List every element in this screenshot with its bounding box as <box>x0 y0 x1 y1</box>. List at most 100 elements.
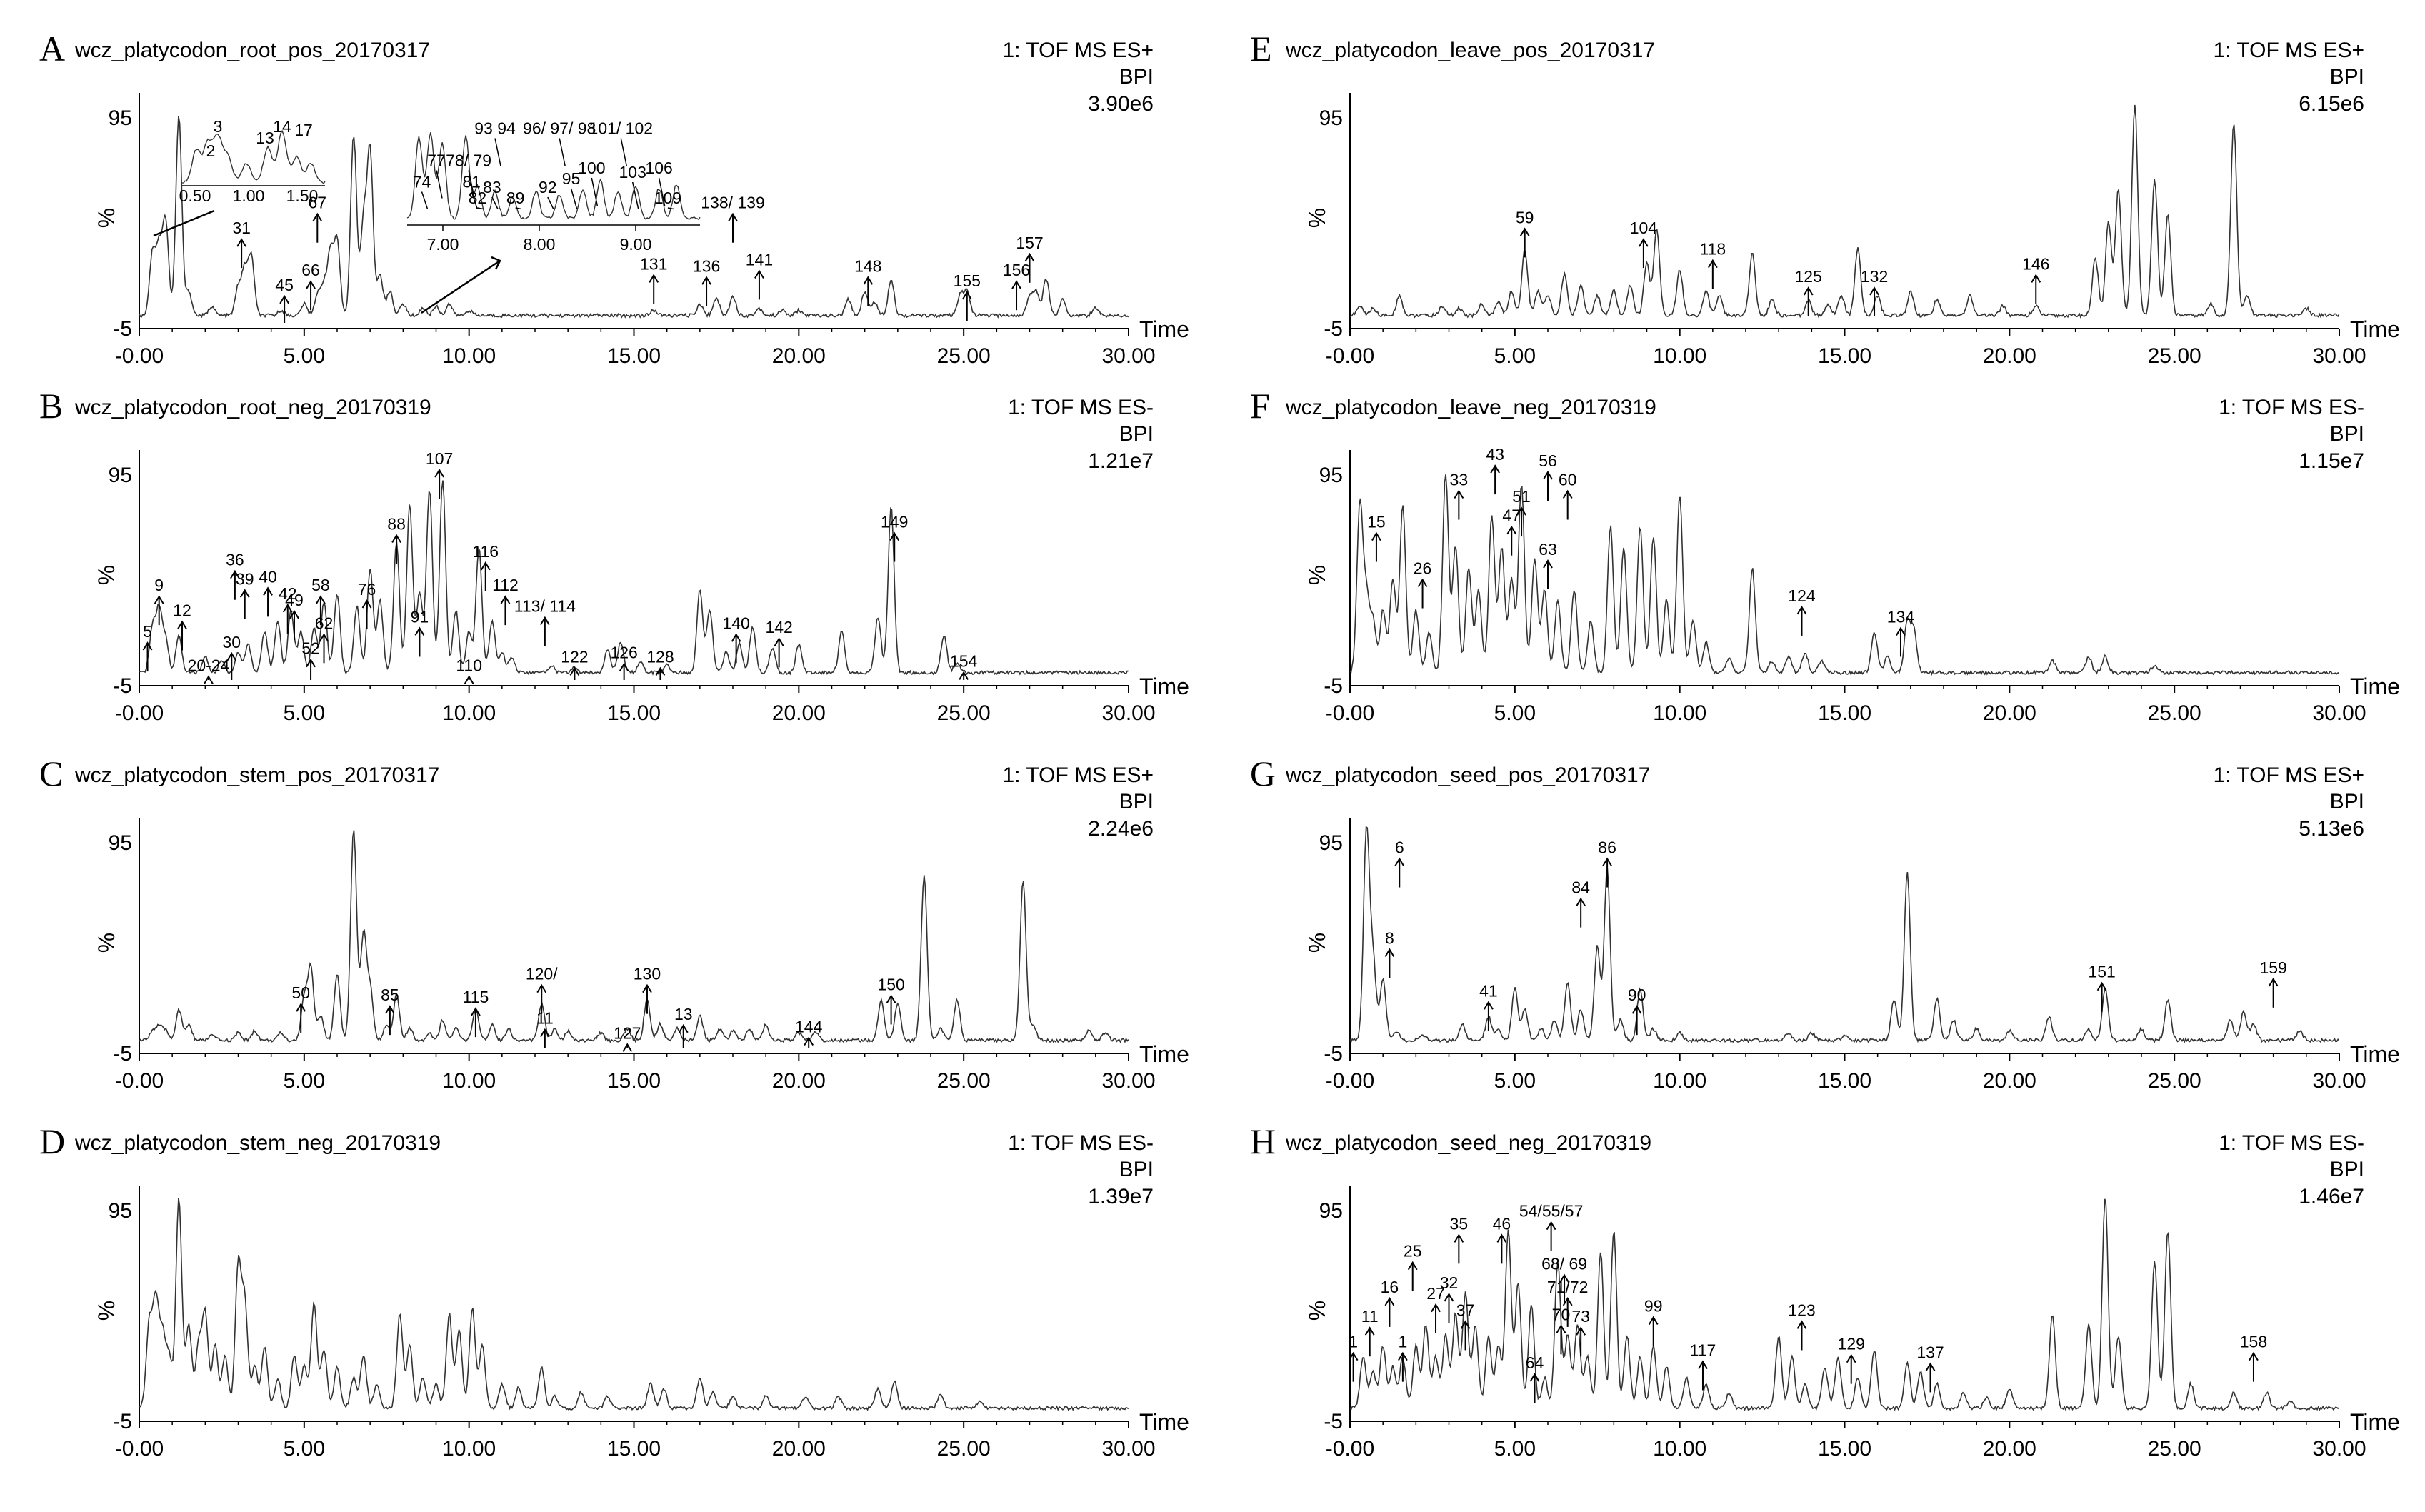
y-axis-label: % <box>1304 565 1330 585</box>
inset-arrow <box>547 196 554 209</box>
peak-arrowhead <box>361 599 372 609</box>
x-tick-label: 25.00 <box>2148 1069 2201 1093</box>
peak-arrowhead <box>142 641 153 651</box>
chromatogram-trace <box>139 830 1129 1043</box>
x-tick-label: 30.00 <box>1101 344 1155 368</box>
inset-peak-label: 96/ 97/ 98 <box>523 119 596 138</box>
peak-label: 56 <box>1539 451 1557 470</box>
mini-inset-tick-label: 1.00 <box>233 186 265 205</box>
intensity-scale: 5.13e6 <box>2299 817 2364 841</box>
peak-label: 137 <box>1916 1343 1944 1361</box>
inset-peak-label: 77 <box>427 151 446 170</box>
peak-arrowhead <box>1519 227 1530 236</box>
x-tick-label: 20.00 <box>772 1069 826 1093</box>
mini-inset-tick-label: 0.50 <box>179 186 211 205</box>
peak-label: 41 <box>1479 981 1498 1000</box>
peak-label: 63 <box>1539 540 1557 559</box>
x-tick-label: 25.00 <box>937 344 991 368</box>
peak-label: 51 <box>1512 487 1531 506</box>
peak-label: 88 <box>387 515 406 534</box>
peak-arrowhead <box>649 274 659 283</box>
peak-arrowhead <box>226 651 237 661</box>
peak-label: 30 <box>222 633 241 651</box>
peak-label: 155 <box>954 271 981 290</box>
peak-arrowhead <box>289 609 299 619</box>
peak-label: 1 <box>1398 1333 1407 1351</box>
x-axis-label: Time <box>2350 316 2400 342</box>
acquisition-mode: 1: TOF MS ES+ <box>1003 763 1154 787</box>
peak-label: 43 <box>1486 445 1504 464</box>
detector-label: BPI <box>1119 422 1154 446</box>
peak-arrowhead <box>539 1028 550 1038</box>
peak-arrowhead <box>1796 1320 1807 1329</box>
mini-inset-trace <box>181 129 326 185</box>
inset-peak-label: 83 <box>483 178 501 196</box>
peak-label: 138/ 139 <box>701 194 765 212</box>
peak-label: 68/ 69 <box>1541 1254 1587 1273</box>
x-tick-label: 10.00 <box>1653 701 1706 725</box>
peak-label: 84 <box>1571 878 1590 897</box>
peak-arrowhead <box>1490 464 1500 474</box>
detector-label: BPI <box>2330 422 2364 446</box>
inset-peak-label: 103 <box>619 163 646 181</box>
peak-label: 154 <box>950 651 978 670</box>
peak-arrowhead <box>1398 1351 1408 1361</box>
peak-arrowhead <box>312 212 323 222</box>
x-tick-label: 10.00 <box>442 701 496 725</box>
y-tick-label: -5 <box>113 317 132 341</box>
y-tick-label: -5 <box>1324 317 1343 341</box>
peak-arrowhead <box>236 238 246 247</box>
x-tick-label: 10.00 <box>442 1069 496 1093</box>
peak-arrowhead <box>754 269 764 279</box>
peak-arrowhead <box>642 983 652 993</box>
peak-arrowhead <box>2249 1351 2259 1361</box>
x-tick-label: -0.00 <box>115 1069 164 1093</box>
peak-arrowhead <box>1384 1296 1395 1306</box>
peak-arrowhead <box>279 294 289 304</box>
peak-arrowhead <box>1556 1324 1566 1333</box>
panel-letter: B <box>39 386 63 426</box>
peak-arrowhead <box>1576 897 1586 907</box>
inset-arrow <box>591 177 599 206</box>
intensity-scale: 1.21e7 <box>1088 449 1154 473</box>
panel-letter: F <box>1250 386 1270 426</box>
x-tick-label: 15.00 <box>607 1437 661 1461</box>
x-tick-label: 15.00 <box>1818 1437 1871 1461</box>
peak-label: 40 <box>259 567 277 586</box>
peak-label: 90 <box>1628 986 1646 1004</box>
peak-arrowhead <box>471 1007 481 1016</box>
inset-arrow <box>515 207 521 210</box>
y-tick-label: 95 <box>109 106 132 130</box>
acquisition-mode: 1: TOF MS ES+ <box>2214 763 2364 787</box>
inset-peak-label: 106 <box>645 159 672 177</box>
peak-arrowhead <box>154 595 164 604</box>
inset-tick-label: 9.00 <box>620 235 652 254</box>
y-axis-label: % <box>1304 933 1330 953</box>
x-tick-label: 30.00 <box>2312 344 2366 368</box>
peak-label: 125 <box>1795 267 1822 286</box>
peak-label: 142 <box>765 618 792 636</box>
peak-arrowhead <box>1506 525 1517 535</box>
peak-arrowhead <box>1011 280 1021 289</box>
x-tick-label: 5.00 <box>1494 1437 1536 1461</box>
peak-label: 16 <box>1381 1278 1399 1296</box>
x-axis-label: Time <box>1139 316 1189 342</box>
peak-label: 26 <box>1414 559 1432 578</box>
peak-label: 112 <box>492 576 519 594</box>
x-tick-label: 10.00 <box>1653 1069 1706 1093</box>
peak-arrowhead <box>204 675 214 684</box>
inset-arrow <box>468 170 475 199</box>
x-tick-label: -0.00 <box>115 701 164 725</box>
y-tick-label: -5 <box>1324 1042 1343 1066</box>
acquisition-mode: 1: TOF MS ES- <box>1008 396 1154 419</box>
peak-arrowhead <box>889 531 900 541</box>
peak-label: 126 <box>610 644 637 662</box>
peak-label: 31 <box>232 219 251 237</box>
peak-arrowhead <box>539 616 550 626</box>
inset-peak-label: 81 <box>462 173 481 191</box>
mini-inset-peak-label: 13 <box>256 129 274 147</box>
x-tick-label: 10.00 <box>1653 344 1706 368</box>
y-tick-label: 95 <box>109 464 132 487</box>
peak-arrowhead <box>619 662 629 672</box>
